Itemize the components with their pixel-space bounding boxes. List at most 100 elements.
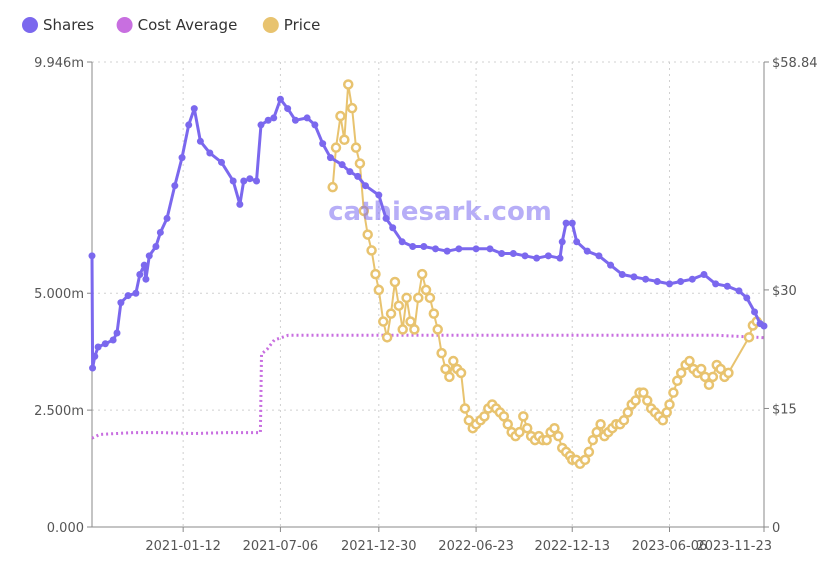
legend-label: Cost Average — [138, 16, 238, 34]
y-left-tick-label: 0.000 — [47, 521, 84, 536]
price-point — [432, 324, 443, 335]
shares-point — [94, 343, 102, 351]
x-tick-label: 2022-12-13 — [534, 539, 610, 554]
shares-point — [246, 175, 254, 183]
price-point — [583, 446, 595, 458]
price-point — [703, 379, 715, 390]
legend: Shares Cost Average Price — [22, 16, 320, 34]
price-point — [420, 284, 432, 296]
price-point — [707, 371, 719, 383]
shares-point — [218, 158, 226, 166]
shares-point — [389, 224, 397, 232]
shares-point — [206, 149, 214, 157]
shares-point — [89, 364, 97, 372]
shares-point — [735, 287, 743, 295]
shares-point — [117, 299, 125, 307]
y-left-tick-label: 5.000m — [34, 287, 84, 302]
shares-point — [88, 252, 96, 260]
price-point — [459, 403, 471, 414]
price-point — [354, 158, 366, 169]
price-point — [743, 332, 755, 343]
price-point — [346, 102, 358, 114]
shares-point — [521, 252, 529, 260]
shares-point — [677, 278, 685, 286]
shares-point — [171, 182, 179, 190]
shares-point — [533, 254, 541, 262]
x-tick-label: 2021-07-06 — [243, 539, 319, 554]
shares-point — [291, 116, 299, 124]
axes: 0.000 2.500m 5.000m 9.946m 0 $15 $30 $58.84 2021… — [34, 56, 817, 554]
shares-point — [573, 238, 581, 246]
price-point — [553, 430, 564, 442]
price-point — [695, 363, 707, 375]
shares-point — [163, 214, 171, 222]
price-point — [405, 316, 416, 327]
shares-point — [338, 161, 346, 169]
shares-point — [498, 249, 506, 257]
shares-point — [666, 280, 674, 288]
shares-point — [311, 121, 319, 129]
shares-point — [140, 261, 148, 269]
price-point — [339, 134, 350, 146]
price-point — [362, 229, 373, 240]
y-right-tick-label: $58.84 — [772, 56, 818, 71]
shares-point — [270, 114, 278, 122]
shares-point — [455, 245, 463, 253]
shares-point — [432, 245, 440, 253]
legend-label: Price — [284, 16, 321, 34]
price-point — [440, 363, 451, 375]
shares-point — [354, 172, 362, 180]
shares-point — [751, 308, 759, 316]
shares-point — [653, 278, 661, 286]
legend-item-shares[interactable]: Shares — [22, 16, 94, 34]
price-point — [436, 347, 447, 359]
x-tick-label: 2021-01-12 — [145, 539, 221, 554]
price-point — [413, 292, 424, 304]
price-point — [385, 308, 397, 319]
shares-point — [630, 273, 638, 281]
legend-swatch — [262, 17, 279, 33]
price-point — [664, 399, 675, 410]
price-point — [579, 454, 591, 466]
cost-average-line — [91, 333, 765, 440]
shares-point — [326, 154, 334, 162]
shares-point — [443, 247, 451, 255]
shares-point — [618, 271, 626, 279]
shares-point — [253, 177, 261, 185]
price-series — [327, 79, 763, 470]
price-line — [331, 83, 758, 465]
y-right-tick-label: 0 — [772, 521, 780, 536]
price-point — [657, 415, 669, 426]
shares-line — [90, 97, 765, 370]
price-point — [444, 371, 455, 383]
price-point — [514, 426, 525, 438]
shares-point — [420, 242, 428, 250]
shares-point — [562, 219, 570, 227]
price-point — [448, 355, 459, 367]
y-left-tick-label: 9.946m — [34, 56, 84, 71]
price-point — [675, 367, 687, 379]
shares-point — [558, 238, 566, 246]
price-point — [518, 411, 529, 422]
y-right-tick-label: $30 — [772, 284, 797, 299]
price-point — [335, 110, 346, 122]
legend-item-price[interactable]: Price — [262, 16, 321, 34]
shares-point — [583, 247, 591, 255]
shares-point — [109, 336, 117, 344]
price-point — [378, 316, 389, 327]
shares-point — [607, 261, 615, 269]
price-point — [723, 367, 734, 379]
shares-point — [113, 329, 121, 337]
legend-item-cost-average[interactable]: Cost Average — [116, 16, 238, 34]
price-point — [668, 387, 679, 398]
price-point — [549, 422, 560, 434]
shares-point — [723, 282, 731, 290]
shares-point — [346, 168, 354, 176]
price-point — [389, 276, 401, 288]
shares-point — [319, 140, 327, 148]
shares-point — [264, 116, 272, 124]
shares-point — [284, 105, 292, 113]
shares-point — [257, 121, 265, 129]
price-point — [366, 245, 377, 256]
